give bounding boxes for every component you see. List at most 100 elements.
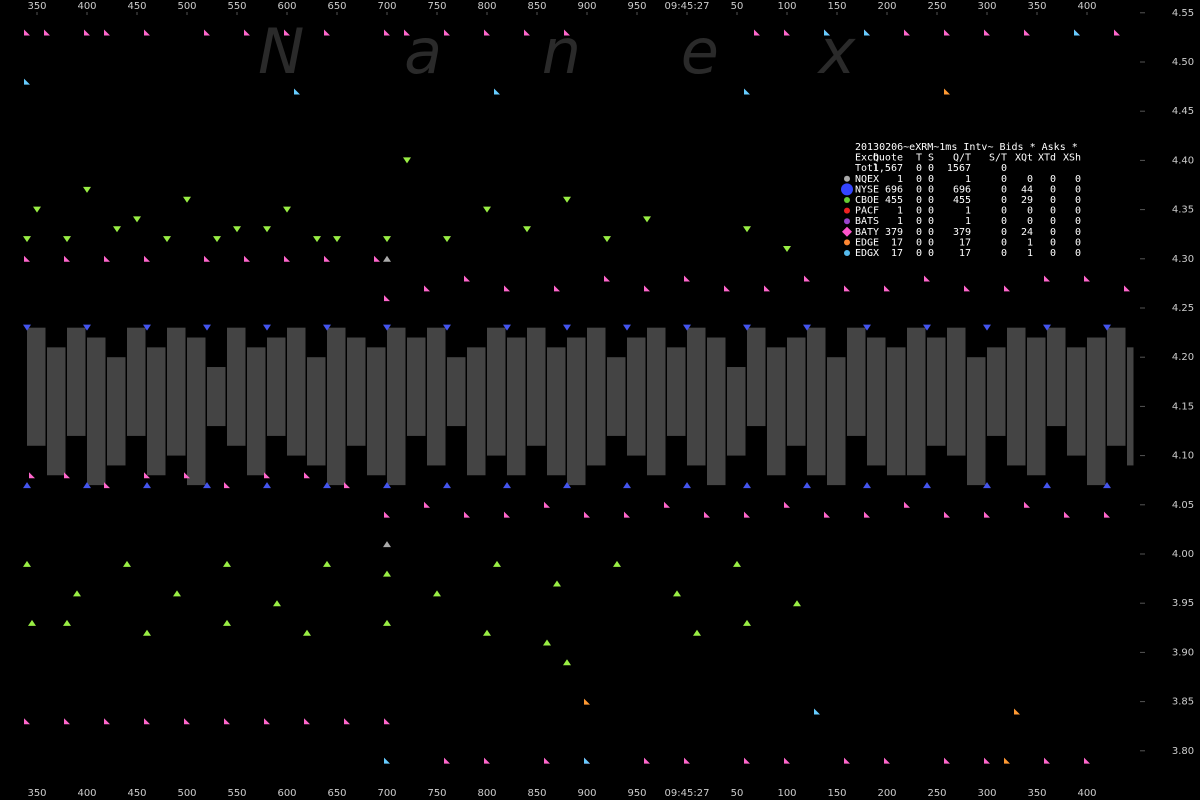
x-tick-label: 400 <box>77 788 96 799</box>
marker <box>803 324 811 331</box>
marker <box>623 482 631 489</box>
x-tick-label: 300 <box>977 788 996 799</box>
marker <box>1004 757 1010 764</box>
marker <box>383 255 391 262</box>
table-cell: 0 <box>1075 195 1081 206</box>
table-cell: 0 <box>1001 174 1007 185</box>
marker <box>73 590 81 597</box>
spread-bar <box>647 327 666 476</box>
marker <box>553 580 561 587</box>
spread-bar <box>867 337 886 466</box>
marker <box>563 482 571 489</box>
marker <box>83 482 91 489</box>
table-cell: 1 <box>1027 248 1033 259</box>
marker <box>944 511 950 518</box>
table-total: 1,567 <box>873 163 903 174</box>
table-header: Q/T <box>953 153 971 164</box>
marker <box>643 216 651 223</box>
table-total: 0 <box>1001 163 1007 174</box>
marker <box>143 482 151 489</box>
marker <box>263 324 271 331</box>
table-cell: 0 <box>916 237 922 248</box>
marker <box>623 324 631 331</box>
marker <box>1103 482 1111 489</box>
marker <box>1044 275 1050 282</box>
x-tick-label: 350 <box>1027 788 1046 799</box>
marker <box>24 78 30 85</box>
marker <box>424 501 430 508</box>
spread-bar <box>347 337 366 446</box>
marker <box>143 324 151 331</box>
marker <box>1084 757 1090 764</box>
marker <box>983 482 991 489</box>
marker <box>284 29 290 36</box>
marker <box>183 196 191 203</box>
marker <box>983 324 991 331</box>
table-header: Quote <box>873 153 903 164</box>
legend-icon <box>842 226 852 237</box>
marker <box>683 482 691 489</box>
y-tick-label: 4.15 <box>1172 401 1194 412</box>
legend-icon <box>844 250 850 256</box>
marker <box>764 285 770 292</box>
x-tick-label: 450 <box>127 788 146 799</box>
marker <box>344 482 350 489</box>
marker <box>23 324 31 331</box>
marker <box>504 285 510 292</box>
spread-bar <box>467 347 486 476</box>
marker <box>814 708 820 715</box>
legend-icon <box>844 207 850 214</box>
table-cell: 0 <box>1001 227 1007 238</box>
marker <box>884 285 890 292</box>
x-tick-label: 150 <box>827 1 846 12</box>
table-cell: EDGE <box>855 237 879 248</box>
marker <box>484 29 490 36</box>
marker <box>1114 29 1120 36</box>
marker <box>273 600 281 607</box>
table-cell: 0 <box>928 206 934 217</box>
marker <box>1024 29 1030 36</box>
marker <box>1103 324 1111 331</box>
table-cell: 0 <box>1075 248 1081 259</box>
table-cell: BATY <box>855 227 879 238</box>
x-tick-label: 650 <box>327 1 346 12</box>
y-tick-label: 3.80 <box>1172 746 1194 757</box>
marker <box>984 757 990 764</box>
marker <box>23 560 31 567</box>
marker <box>203 482 211 489</box>
marker <box>544 757 550 764</box>
x-tick-label: 09:45:27 <box>665 788 710 799</box>
table-cell: 0 <box>1075 237 1081 248</box>
marker <box>374 255 380 262</box>
spread-bar <box>827 357 846 486</box>
spread-bar <box>1007 327 1026 466</box>
table-cell: 0 <box>916 184 922 195</box>
marker <box>904 501 910 508</box>
marker <box>144 718 150 725</box>
spread-bar <box>387 327 406 486</box>
table-total: 0 <box>928 163 934 174</box>
table-cell: 0 <box>1050 174 1056 185</box>
marker <box>113 226 121 233</box>
spread-bar <box>287 327 306 456</box>
marker <box>864 29 870 36</box>
spread-bar <box>67 327 86 436</box>
spread-bar <box>167 327 186 456</box>
x-tick-label: 900 <box>577 1 596 12</box>
y-tick-label: 4.45 <box>1172 106 1194 117</box>
table-cell: 0 <box>928 195 934 206</box>
marker <box>603 236 611 243</box>
spread-bar <box>1047 327 1066 427</box>
spread-bar <box>47 347 66 476</box>
table-cell: 24 <box>1021 227 1033 238</box>
spread-bar <box>487 327 506 456</box>
marker <box>684 757 690 764</box>
marker <box>464 275 470 282</box>
marker <box>493 560 501 567</box>
marker <box>803 482 811 489</box>
table-cell: 0 <box>1050 248 1056 259</box>
marker <box>163 236 171 243</box>
marker <box>1044 757 1050 764</box>
marker <box>64 718 70 725</box>
marker <box>383 324 391 331</box>
